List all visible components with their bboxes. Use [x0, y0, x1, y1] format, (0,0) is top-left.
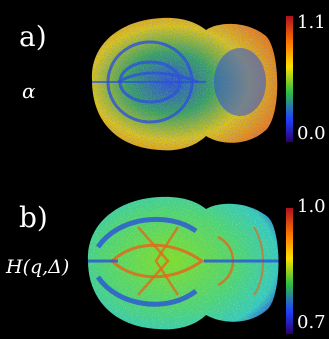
- colorbar-max-label-a: 1.1: [297, 12, 326, 33]
- parameter-label-alpha: α: [22, 79, 36, 103]
- colorbar-max-label-b: 1.0: [297, 196, 326, 217]
- panel-a: a) α: [0, 0, 329, 166]
- colorbar-min-label-b: 0.7: [297, 312, 326, 333]
- parameter-label-hurst: H(q,Δ): [6, 256, 70, 278]
- colorbar-hurst: [286, 208, 293, 334]
- panel-label-b: b): [19, 201, 48, 234]
- brain-map-hurst: [87, 196, 279, 330]
- colorbar-alpha: [286, 16, 293, 142]
- panel-label-a: a): [19, 20, 47, 53]
- panel-b: b) H(q,Δ): [0, 173, 329, 339]
- colorbar-min-label-a: 0.0: [297, 123, 326, 144]
- brain-map-alpha: [91, 17, 278, 151]
